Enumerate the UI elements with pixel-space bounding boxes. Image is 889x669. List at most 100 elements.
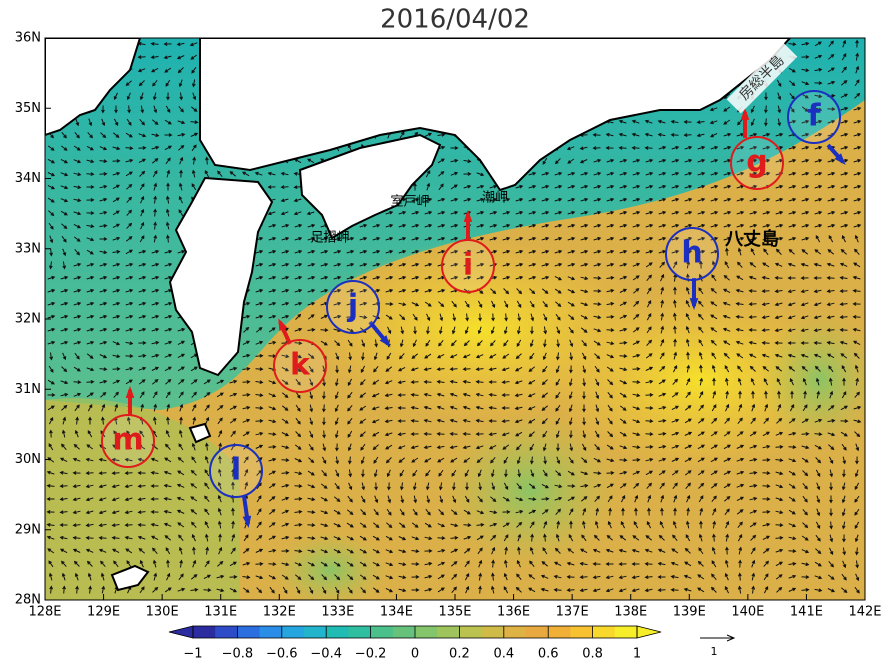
korea [45,38,142,137]
colorbar-segment [459,626,483,638]
station-label: k [290,348,311,383]
station-arrow-head [242,515,252,528]
station-arrow-head [689,298,699,310]
station-circle [326,280,380,334]
colorbar-segment [415,626,438,638]
colorbar-tick-label: −0.4 [310,647,342,662]
colorbar-segment [326,626,349,638]
lat-tick-label: 28N [15,593,41,608]
colorbar-segment [481,626,505,638]
place-label: 室戸岬 [390,194,429,210]
colorbar-segment [614,626,638,638]
place-label: 潮岬 [482,191,508,206]
lon-tick-label: 138E [614,605,647,620]
lat-tick-label: 36N [15,31,41,46]
colorbar-tick-label: 0.6 [538,647,559,662]
station-label: g [746,145,767,180]
station-arrow-head [834,153,846,165]
colorbar-tick-label: −1 [183,647,202,662]
station-label: h [681,236,702,271]
colorbar-tick-label: 1 [633,647,641,662]
colorbar-end [168,625,194,639]
island [188,422,212,444]
place-label: 足摺岬 [310,231,349,246]
lon-tick-label: 134E [380,605,413,620]
colorbar-segment [570,626,594,638]
colorbar-segment [437,626,460,638]
lon-tick-label: 140E [731,605,764,620]
colorbar-tick-label: −0.8 [222,647,254,662]
plot-area [45,38,865,600]
station-circle [665,227,719,281]
lon-tick-label: 130E [146,605,179,620]
lon-tick-label: 142E [848,605,881,620]
colorbar-segment [592,626,616,638]
colorbar-segment [526,626,549,638]
cool-eddy [270,530,390,600]
island [110,564,150,592]
station-label: l [231,453,241,488]
colorbar-segment [281,626,305,638]
cool-eddy [440,410,620,570]
station-label: m [112,423,143,458]
colorbar-segment [193,626,216,638]
lon-tick-label: 129E [87,605,120,620]
lon-tick-label: 137E [556,605,589,620]
colorbar-tick-label: 0.2 [449,647,470,662]
colorbar-tick-label: 0 [411,647,419,662]
station-label: j [347,289,358,324]
station-label: f [807,99,821,134]
land [45,38,792,592]
lon-tick-label: 135E [438,605,471,620]
lon-tick-label: 141E [790,605,823,620]
station-arrow-head [125,386,135,398]
lat-tick-label: 33N [15,241,41,256]
colorbar-segment [370,626,394,638]
shikoku [298,133,442,240]
colorbar-tick-label: 0.4 [493,647,514,662]
colorbar-segment [304,626,327,638]
title: 2016/04/02 [380,5,530,35]
colorbar-end [636,625,662,639]
colorbar-segment [215,626,238,638]
lon-tick-label: 128E [28,605,61,620]
lon-tick-label: 133E [321,605,354,620]
station-arrow-head [463,210,473,222]
station-arrow-head [278,318,288,331]
station-circle [787,90,841,144]
colorbar-segment [503,626,527,638]
colorbar-segment [548,626,571,638]
place-label-box [726,42,798,114]
place-label: 八丈島 [725,228,779,250]
colorbar-segment [259,626,283,638]
lat-tick-label: 32N [15,312,41,327]
colorbar-tick-label: −0.2 [355,647,387,662]
station-arrow-head [379,335,391,348]
station-circle [209,444,263,498]
lon-tick-label: 132E [263,605,296,620]
station-arrow-head [740,108,750,120]
station-circle [441,239,495,293]
station-label: i [463,248,473,283]
lon-tick-label: 131E [204,605,237,620]
colorbar-segment [392,626,416,638]
lat-tick-label: 30N [15,452,41,467]
reference-vector-head [726,634,736,642]
kyushu [168,176,274,377]
lat-tick-label: 34N [15,171,41,186]
lat-tick-label: 35N [15,101,41,116]
station-circle [730,136,784,190]
cool-eddy [760,310,865,450]
station-circle [273,339,327,393]
colorbar-tick-label: −0.6 [266,647,298,662]
colorbar-tick-label: 0.8 [582,647,603,662]
lon-tick-label: 139E [673,605,706,620]
lon-tick-label: 136E [497,605,530,620]
lat-tick-label: 31N [15,382,41,397]
station-circle [101,414,155,468]
lat-tick-label: 29N [15,522,41,537]
honshu [199,38,792,192]
reference-vector-label: 1 [711,645,718,658]
